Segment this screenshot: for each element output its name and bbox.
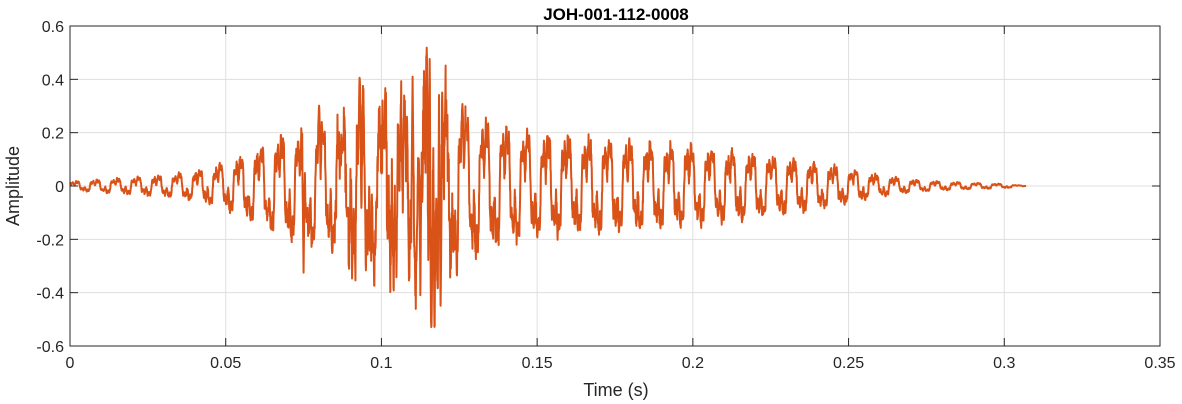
x-tick-labels: 0 0.05 0.1 0.15 0.2 0.25 0.3 0.35 — [66, 355, 1176, 372]
x-tick-label: 0.35 — [1144, 355, 1175, 372]
x-axis-label: Time (s) — [583, 380, 648, 400]
x-tick-label: 0 — [66, 355, 75, 372]
y-tick-labels: -0.6 -0.4 -0.2 0 0.2 0.4 0.6 — [36, 19, 64, 356]
y-tick-label: -0.6 — [36, 339, 64, 356]
axis-ticks — [69, 25, 1161, 347]
y-tick-label: -0.2 — [36, 232, 64, 249]
x-tick-label: 0.15 — [522, 355, 553, 372]
chart-title: JOH-001-112-0008 — [543, 5, 689, 24]
y-tick-label: -0.4 — [36, 286, 64, 303]
series-group — [69, 46, 1027, 329]
x-tick-label: 0.25 — [833, 355, 864, 372]
y-tick-label: 0 — [55, 179, 64, 196]
series-line — [69, 46, 1027, 329]
x-tick-label: 0.3 — [993, 355, 1015, 372]
y-axis-label: Amplitude — [3, 146, 23, 226]
y-tick-label: 0.6 — [42, 19, 64, 36]
x-tick-label: 0.05 — [210, 355, 241, 372]
x-tick-label: 0.2 — [682, 355, 704, 372]
y-tick-label: 0.2 — [42, 126, 64, 143]
y-tick-label: 0.4 — [42, 72, 64, 89]
x-tick-label: 0.1 — [370, 355, 392, 372]
